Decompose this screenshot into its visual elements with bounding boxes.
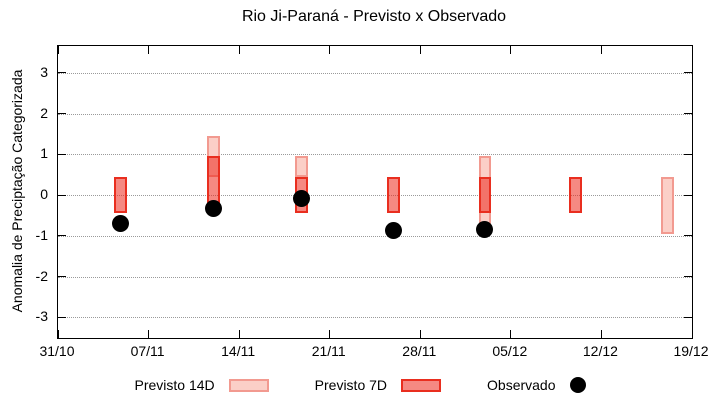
x-tick-top xyxy=(600,46,602,54)
x-tick-top xyxy=(510,46,512,54)
x-tick-label: 31/10 xyxy=(39,343,75,359)
y-tick-left xyxy=(58,113,66,115)
x-tick-bottom xyxy=(238,330,240,338)
y-tick-left xyxy=(58,153,66,155)
y-tick-left xyxy=(58,72,66,74)
previsto7-bar xyxy=(569,176,583,214)
y-tick-label: -3 xyxy=(35,308,48,325)
observado-dot-icon xyxy=(569,377,586,393)
legend-item-previsto7: Previsto 7D xyxy=(314,377,442,393)
previsto7-bar xyxy=(114,176,128,214)
y-tick-left xyxy=(58,194,66,196)
observado-dot xyxy=(293,189,311,207)
gridline xyxy=(58,317,692,319)
x-tick-top xyxy=(148,46,150,54)
previsto14-swatch-icon xyxy=(228,378,269,392)
y-tick-label: 2 xyxy=(40,104,48,121)
y-tick-right xyxy=(684,235,692,237)
x-tick-label: 07/11 xyxy=(130,343,165,359)
x-tick-bottom xyxy=(510,330,512,338)
observado-dot xyxy=(476,220,494,238)
x-tick-label: 19/12 xyxy=(673,343,709,359)
observado-dot xyxy=(384,221,402,239)
x-tick-bottom xyxy=(419,330,421,338)
y-tick-left xyxy=(58,276,66,277)
observado-dot xyxy=(204,199,222,217)
x-tick-bottom xyxy=(691,330,693,338)
x-tick-bottom xyxy=(600,330,602,338)
y-tick-label: 3 xyxy=(40,63,48,80)
x-tick-label: 05/12 xyxy=(492,343,528,359)
plot-area xyxy=(57,45,693,339)
x-tick-top xyxy=(329,46,331,54)
legend-label-previsto14: Previsto 14D xyxy=(134,377,215,393)
y-tick-right xyxy=(684,316,692,318)
y-tick-label: -2 xyxy=(35,267,48,284)
gridline xyxy=(58,235,692,237)
y-tick-right xyxy=(684,276,692,277)
x-tick-top xyxy=(691,46,693,54)
y-tick-right xyxy=(684,113,692,115)
observado-dot xyxy=(112,215,130,233)
y-tick-right xyxy=(684,194,692,196)
gridline xyxy=(58,195,692,197)
legend-item-observado: Observado xyxy=(487,377,586,393)
y-tick-label: 1 xyxy=(40,145,48,162)
gridline xyxy=(58,276,692,278)
legend-item-previsto14: Previsto 14D xyxy=(135,377,269,393)
previsto7-bar xyxy=(478,176,492,214)
x-tick-top xyxy=(57,46,59,54)
previsto14-bar xyxy=(295,156,309,177)
x-tick-label: 28/11 xyxy=(402,343,437,359)
gridline xyxy=(58,72,692,74)
legend: Previsto 14D Previsto 7D Observado xyxy=(0,372,720,398)
previsto7-swatch-icon xyxy=(401,378,442,392)
legend-label-observado: Observado xyxy=(487,377,556,393)
x-tick-label: 14/11 xyxy=(221,343,256,359)
gridline xyxy=(58,154,692,156)
chart-title: Rio Ji-Paraná - Previsto x Observado xyxy=(241,8,507,25)
x-tick-bottom xyxy=(148,330,150,338)
x-tick-top xyxy=(419,46,421,54)
y-tick-left xyxy=(58,316,66,318)
x-tick-bottom xyxy=(329,330,331,338)
y-tick-left xyxy=(58,235,66,237)
previsto7-bar xyxy=(386,176,400,214)
y-tick-right xyxy=(684,153,692,155)
y-tick-label: -1 xyxy=(35,226,48,243)
y-tick-right xyxy=(684,72,692,74)
x-tick-top xyxy=(238,46,240,54)
x-tick-label: 21/11 xyxy=(311,343,346,359)
gridline xyxy=(58,113,692,115)
x-tick-bottom xyxy=(57,330,59,338)
y-tick-label: 0 xyxy=(40,186,48,203)
x-tick-label: 12/12 xyxy=(582,343,618,359)
previsto14-bar xyxy=(660,176,674,234)
legend-label-previsto7: Previsto 7D xyxy=(314,377,388,393)
